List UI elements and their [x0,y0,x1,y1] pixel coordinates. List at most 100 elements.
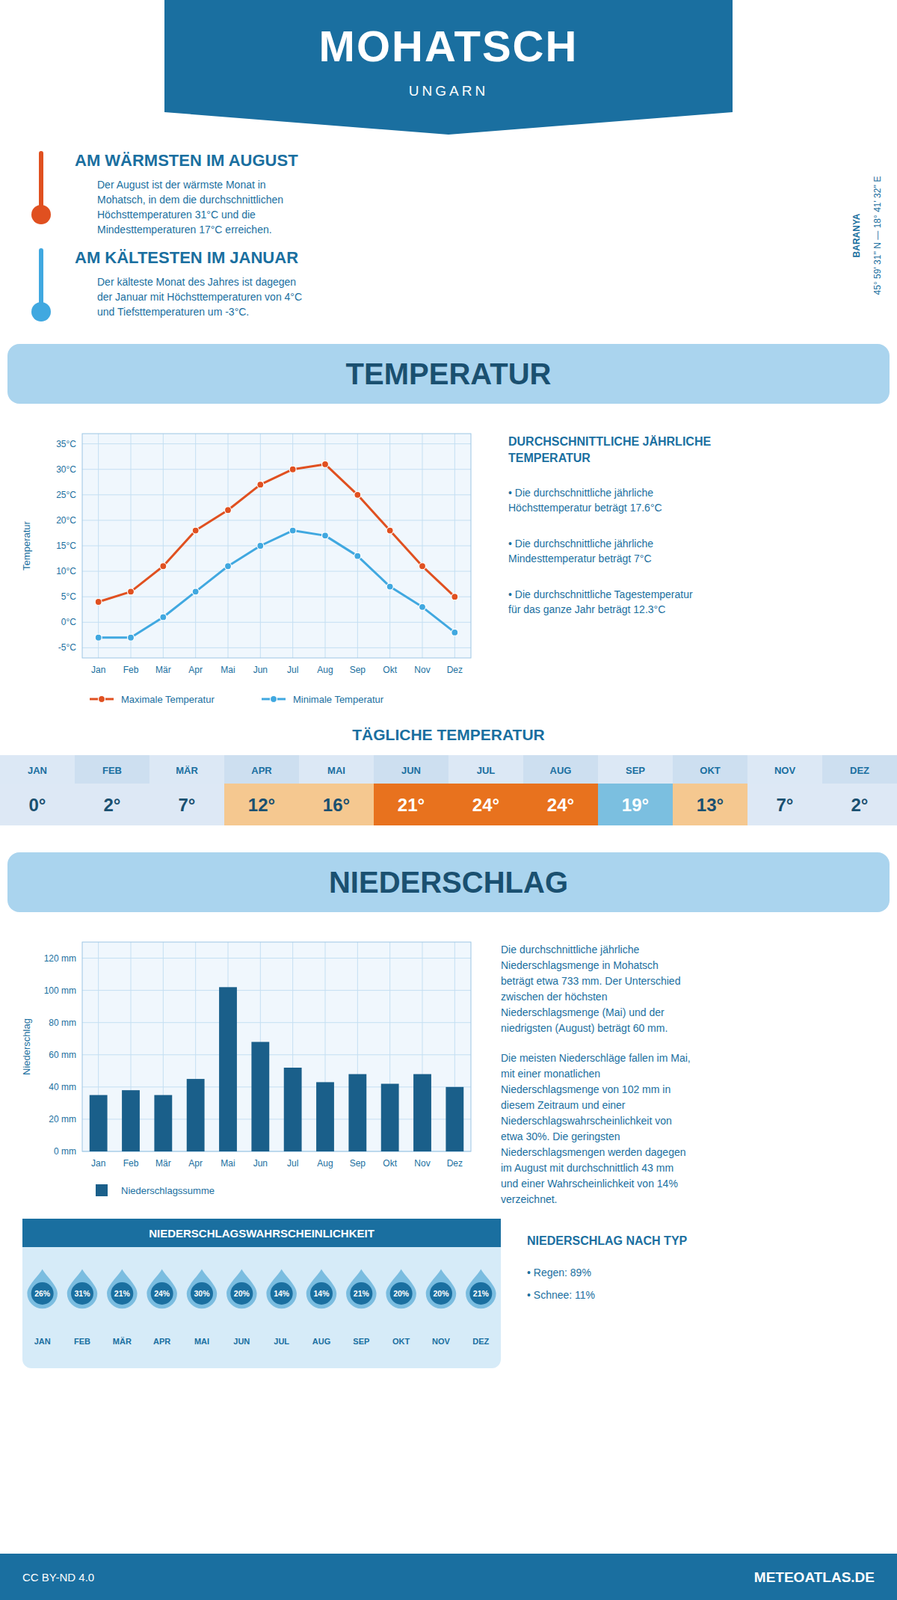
grid-line [357,433,359,658]
y-axis-label-line: Niederschlag [20,1018,33,1075]
y-tick-label: 15°C [56,540,77,551]
plot-area [82,941,471,1152]
page: MOHATSCHUNGARNAM WÄRMSTEN IM AUGUSTDer A… [0,0,897,1600]
bar [89,1095,108,1152]
y-tick-label: -5°C [58,642,77,653]
series-marker [354,552,362,560]
annotation-text-line: beträgt etwa 733 mm. Der Unterschied [500,974,681,987]
month-label-line: FEB [74,1336,91,1346]
x-tick-label-line: Aug [316,664,333,675]
grid-line [389,433,391,658]
y-tick-label: 10°C [56,565,77,577]
x-tick-label: Aug [316,1157,333,1169]
value-label-line: 7° [178,794,196,815]
month-label: SEP [625,764,646,776]
x-tick-label: Sep [349,1157,367,1169]
x-tick-label: Jan [91,664,106,675]
warmest-title: AM WÄRMSTEN IM AUGUST [74,150,299,170]
value-label: 14% [273,1288,291,1298]
bar [445,1086,464,1152]
value-label-line: 24% [153,1288,171,1298]
month-label-line: JAN [34,1336,51,1346]
value-label-line: 20% [432,1288,450,1298]
series-marker [451,628,459,636]
x-tick-label-line: Feb [123,664,140,675]
value-cell [747,783,823,826]
x-tick-label-line: Apr [188,664,203,675]
grid-line [82,443,471,445]
series-marker [159,562,167,570]
value-label-line: 2° [103,794,122,815]
plot-area [82,433,471,658]
value-cell [448,783,524,826]
warmest-text: Der August ist der wärmste Monat inMohat… [97,178,284,236]
value-label: 20% [233,1288,251,1298]
month-label-line: JUN [233,1336,250,1346]
grid-line [82,1118,471,1120]
month-label-line: SEP [352,1336,370,1346]
month-label-line: MÄR [112,1336,132,1346]
value-label-line: 19° [621,794,649,815]
value-label: 21% [473,1288,490,1298]
annotation-bullet: • Die durchschnittliche jährlicheMindest… [508,537,654,565]
y-tick-label-line: 35°C [56,438,77,450]
month-label-line: MÄR [175,764,199,776]
rain-drop [465,1269,497,1309]
footer [0,1553,897,1600]
legend-item: Maximale Temperatur [89,693,215,705]
value-label: 24° [472,794,500,815]
month-label: JUN [401,764,421,776]
x-tick-label: Jun [253,664,268,675]
bar [121,1089,140,1152]
legend-label: Minimale Temperatur [293,693,385,705]
month-label: JUN [233,1336,250,1346]
coldest-title-line: AM KÄLTESTEN IM JANUAR [74,248,299,267]
x-tick-label-line: Jan [91,664,106,675]
value-label: 0° [29,794,47,815]
x-tick-label: Okt [382,1157,397,1169]
grid-line [82,596,471,598]
month-label: FEB [74,1336,91,1346]
rain-drop [346,1269,377,1309]
month-label: JUL [476,764,496,776]
series-marker [419,562,427,570]
month-label: DEZ [472,1336,489,1346]
value-cell [822,783,897,826]
value-cell [299,783,374,826]
y-tick-label: 80 mm [48,1017,77,1028]
month-label-line: JUL [476,764,496,776]
month-label-line: OKT [699,764,721,776]
section-header [7,852,890,912]
footer-left-line: CC BY-ND 4.0 [22,1570,95,1584]
rain-drop [146,1269,178,1309]
grid-line [97,433,99,658]
rain-drop [186,1269,218,1309]
x-tick-label-line: Jun [253,664,268,675]
month-label: MAI [327,764,346,776]
x-tick-label: Jul [287,1157,299,1169]
bar [153,1095,172,1152]
table-box [22,1218,501,1368]
value-cell [598,783,673,826]
y-tick-label-line: 30°C [56,464,77,475]
section-title-line: NIEDERSCHLAG [328,865,569,899]
annotation-text-line: Die meisten Niederschläge fallen im Mai, [500,1051,691,1064]
x-tick-label-line: Dez [447,1157,463,1169]
footer-left: CC BY-ND 4.0 [22,1570,95,1584]
value-label-line: 24° [472,794,500,815]
series-marker [192,588,199,596]
value-label-line: 13° [696,794,724,815]
plot-frame [82,433,471,658]
legend-swatch [95,1184,108,1196]
month-cell [74,754,150,784]
month-cell [224,754,299,784]
series-marker [257,542,264,550]
thermometer-icon [38,153,44,206]
series-marker [159,613,167,621]
rain-drop-core [31,1281,54,1305]
series-marker [386,526,394,534]
value-label-line: 21% [473,1288,490,1298]
grid-line [82,494,471,495]
x-tick-label: Nov [414,664,430,675]
x-tick-label: Apr [188,664,203,675]
